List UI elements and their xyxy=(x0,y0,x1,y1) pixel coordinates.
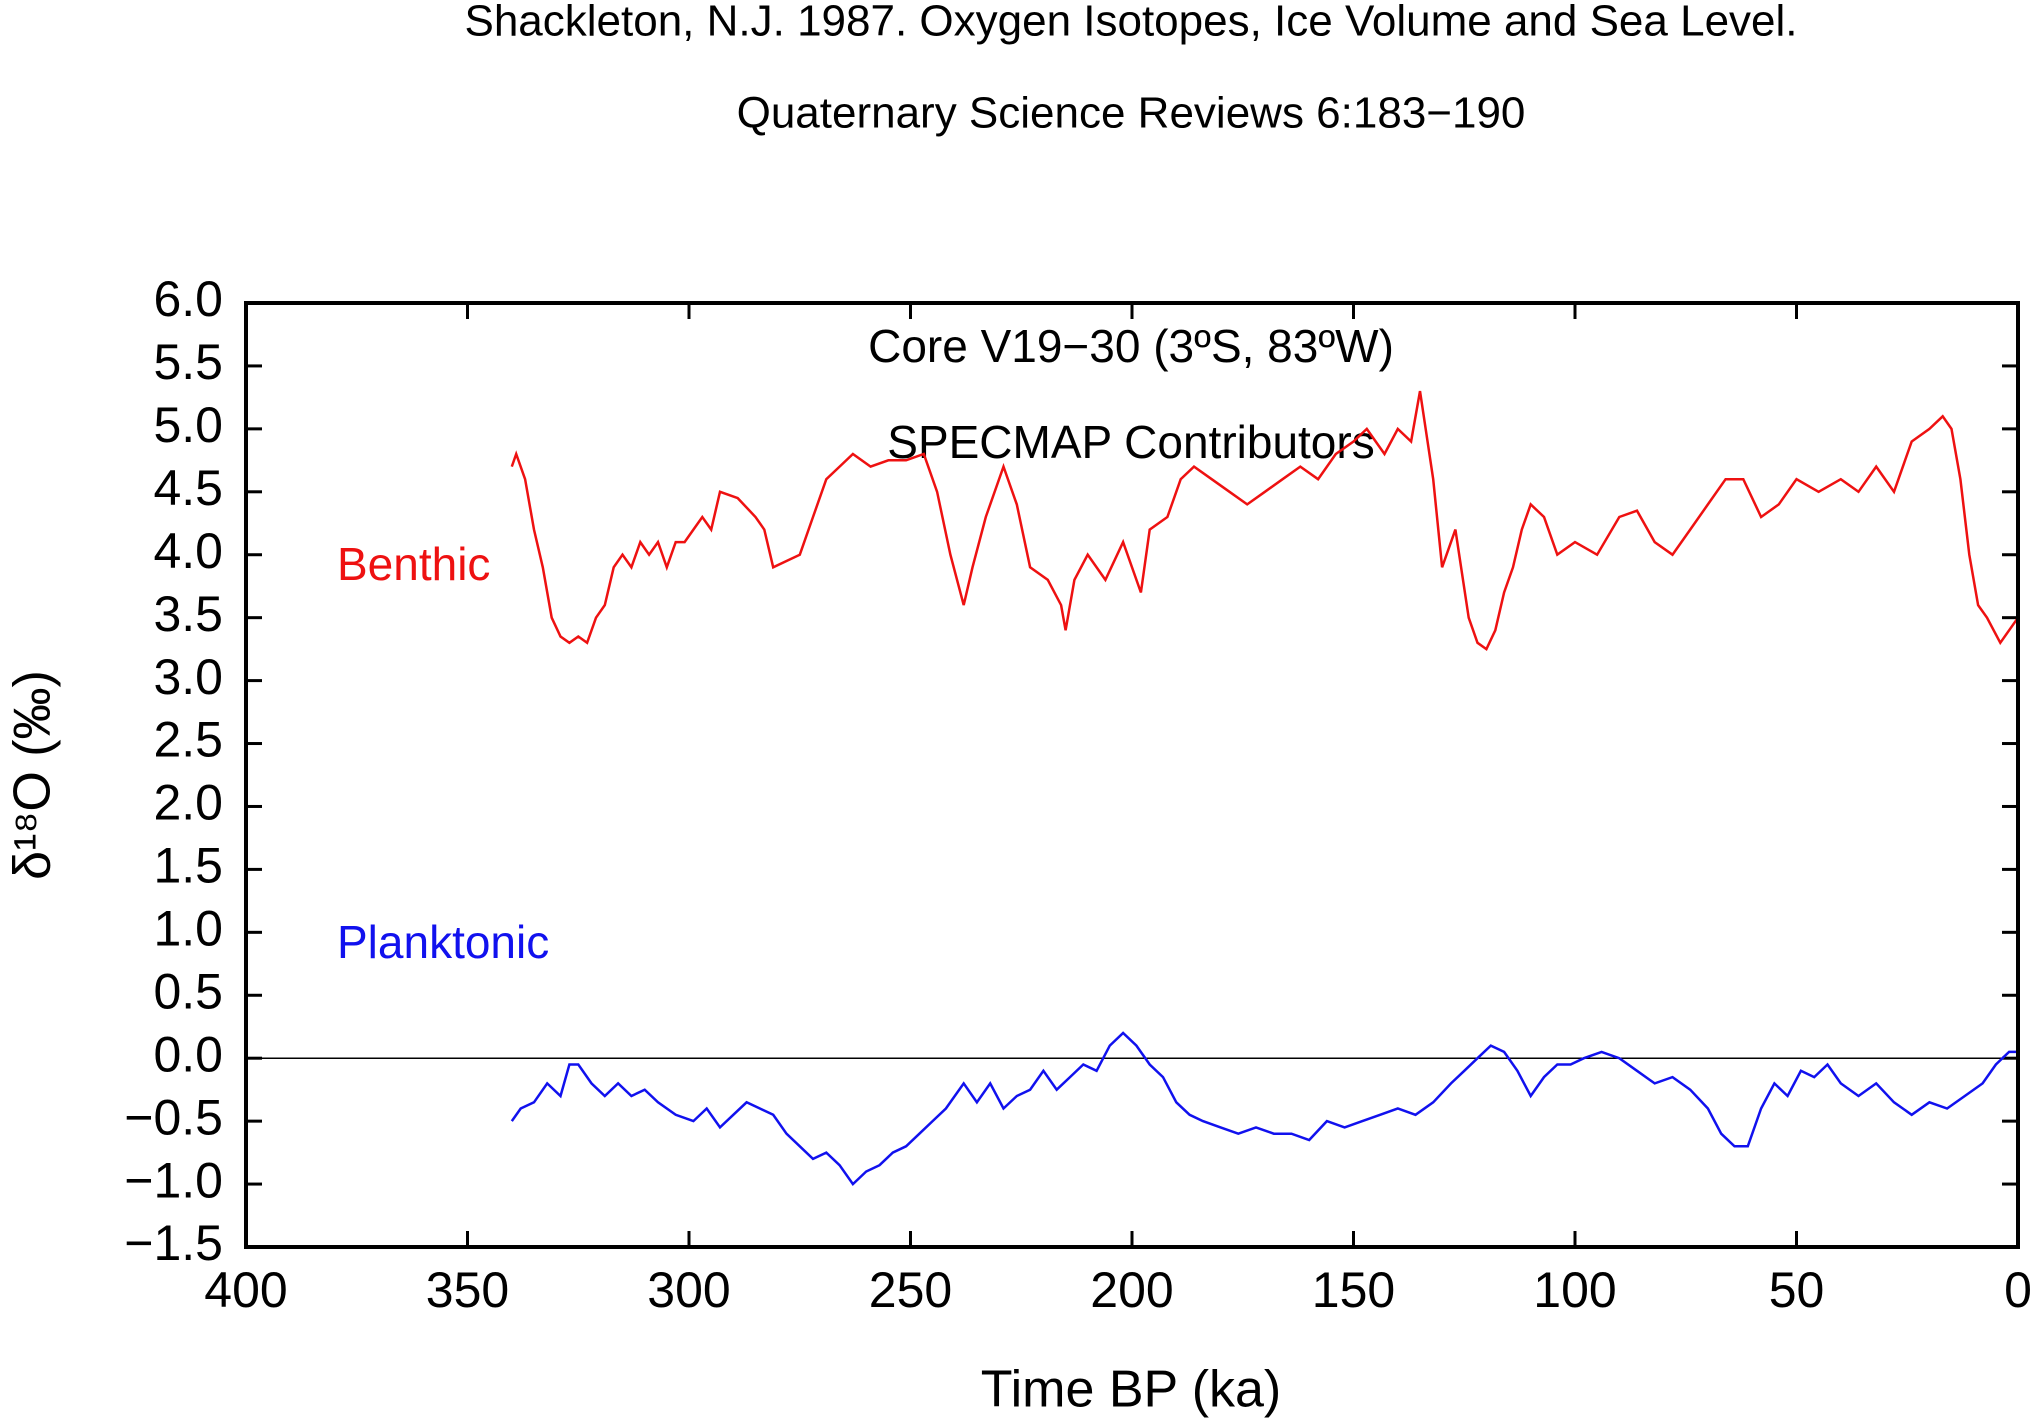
x-tick-label: 150 xyxy=(1312,1262,1395,1318)
y-tick-label: 1.5 xyxy=(153,838,223,894)
legend-label: Planktonic xyxy=(337,916,549,968)
plot-frame xyxy=(244,301,2020,1249)
x-axis-label: Time BP (ka) xyxy=(981,1361,1282,1419)
series-line xyxy=(510,390,2020,651)
annotation: SPECMAP Contributors xyxy=(887,416,1374,468)
legend-label: Benthic xyxy=(337,538,490,590)
y-tick-label: 5.5 xyxy=(153,334,223,390)
y-tick-label: −1.5 xyxy=(124,1215,223,1271)
y-tick-label: 3.5 xyxy=(153,586,223,642)
y-tick-label: 5.0 xyxy=(153,397,223,453)
y-tick-label: 4.0 xyxy=(153,523,223,579)
y-tick-label: 3.0 xyxy=(153,649,223,705)
y-tick-label: 0.5 xyxy=(153,963,223,1019)
y-tick-label: 2.5 xyxy=(153,712,223,768)
x-tick-label: 250 xyxy=(869,1262,952,1318)
y-tick-label: 6.0 xyxy=(153,271,223,327)
chart-title: Shackleton, N.J. 1987. Oxygen Isotopes, … xyxy=(464,0,1797,46)
y-tick-label: −1.0 xyxy=(124,1152,223,1208)
chart-subtitle: Quaternary Science Reviews 6:183−190 xyxy=(737,89,1526,138)
x-tick-label: 350 xyxy=(426,1262,509,1318)
annotation: Core V19−30 (3ºS, 83ºW) xyxy=(868,320,1394,372)
y-tick-label: 0.0 xyxy=(153,1026,223,1082)
x-tick-label: 50 xyxy=(1769,1262,1825,1318)
x-tick-label: 400 xyxy=(204,1262,287,1318)
series-line xyxy=(510,1031,2018,1187)
x-tick-label: 100 xyxy=(1533,1262,1616,1318)
x-tick-label: 200 xyxy=(1090,1262,1173,1318)
y-axis-label: δ¹⁸O (‰) xyxy=(4,670,62,880)
y-tick-label: 1.0 xyxy=(153,901,223,957)
y-tick-label: 2.0 xyxy=(153,775,223,831)
y-tick-label: −0.5 xyxy=(124,1089,223,1145)
x-tick-label: 300 xyxy=(647,1262,730,1318)
y-tick-label: 4.5 xyxy=(153,460,223,516)
x-tick-label: 0 xyxy=(2004,1262,2032,1318)
